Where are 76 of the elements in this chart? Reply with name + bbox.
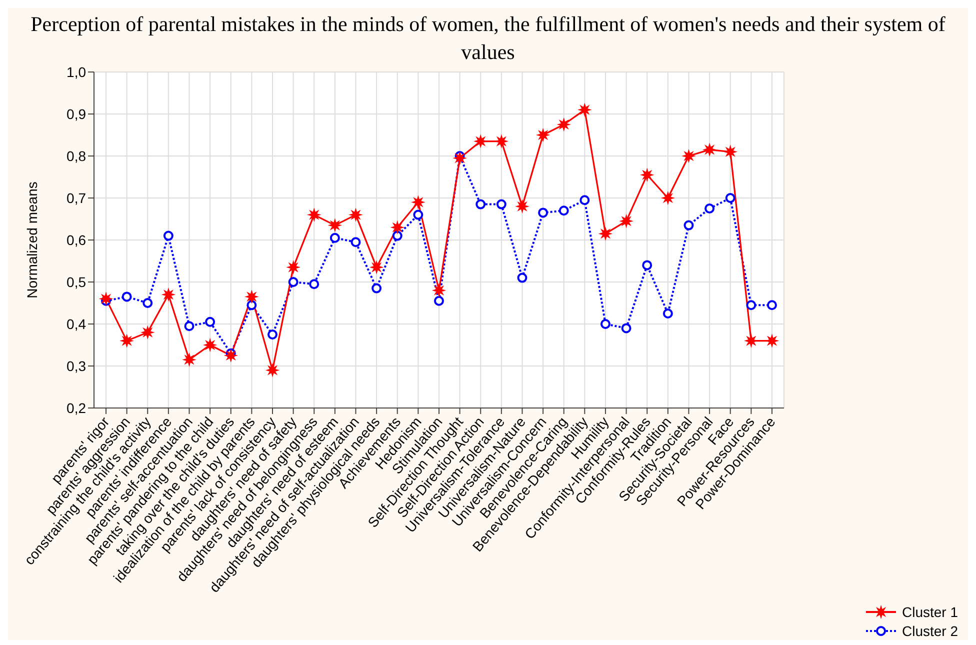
point <box>704 204 715 214</box>
point <box>496 199 506 210</box>
point <box>476 199 486 210</box>
point <box>579 104 590 116</box>
point <box>433 284 445 296</box>
point <box>246 300 257 310</box>
point <box>766 335 778 346</box>
point <box>642 260 652 270</box>
point <box>205 316 216 327</box>
y-tick-label: 0,3 <box>66 358 86 374</box>
point <box>538 208 548 218</box>
point <box>100 293 112 304</box>
point <box>413 210 424 220</box>
chart-title: Perception of parental mistakes in the minds of women, the fulfillment of women's needs and their system of values <box>30 12 946 64</box>
point <box>600 228 612 240</box>
point <box>329 220 341 231</box>
y-tick-label: 0,7 <box>66 190 86 206</box>
point <box>225 350 236 362</box>
y-axis-title: Normalized means <box>24 182 40 298</box>
legend-label: Cluster 1 <box>902 604 958 620</box>
point <box>662 192 674 204</box>
point <box>370 262 382 273</box>
point <box>683 150 694 162</box>
point <box>121 335 132 346</box>
point <box>746 300 756 310</box>
point <box>558 206 569 216</box>
point <box>724 146 736 158</box>
point <box>642 169 653 180</box>
point <box>350 237 361 248</box>
point <box>266 364 278 376</box>
y-tick-label: 1,0 <box>66 64 86 80</box>
point <box>163 230 174 241</box>
point <box>496 136 508 147</box>
point <box>162 289 174 300</box>
point <box>704 144 716 156</box>
point <box>184 321 194 332</box>
point <box>684 220 694 230</box>
point <box>204 339 216 351</box>
point <box>330 232 340 243</box>
point <box>537 129 549 141</box>
point <box>288 262 299 273</box>
point <box>412 196 424 208</box>
point <box>267 330 278 340</box>
point <box>621 323 632 334</box>
y-tick-label: 0,8 <box>66 148 86 164</box>
point <box>372 283 382 294</box>
point <box>392 230 402 241</box>
point <box>766 300 777 310</box>
point <box>142 298 153 308</box>
point <box>309 279 320 290</box>
point <box>454 152 466 164</box>
point <box>662 308 673 318</box>
y-tick-label: 0,5 <box>66 274 86 290</box>
point <box>516 200 528 212</box>
point <box>246 291 258 302</box>
point <box>725 193 736 203</box>
point <box>288 277 298 287</box>
y-tick-label: 0,9 <box>66 106 86 122</box>
point <box>122 292 132 302</box>
point <box>517 272 528 283</box>
point <box>434 296 444 306</box>
y-tick-label: 0,6 <box>66 232 86 248</box>
point <box>308 209 320 220</box>
y-tick-label: 0,2 <box>66 400 86 416</box>
point <box>600 319 610 329</box>
legend-label: Cluster 2 <box>902 622 958 638</box>
point <box>142 326 154 338</box>
point <box>620 216 632 227</box>
point <box>184 354 195 366</box>
point <box>475 136 486 147</box>
point <box>558 118 570 130</box>
y-tick-label: 0,4 <box>66 316 86 332</box>
point <box>350 209 362 220</box>
point <box>392 222 403 233</box>
point <box>580 195 590 206</box>
point <box>746 335 757 346</box>
